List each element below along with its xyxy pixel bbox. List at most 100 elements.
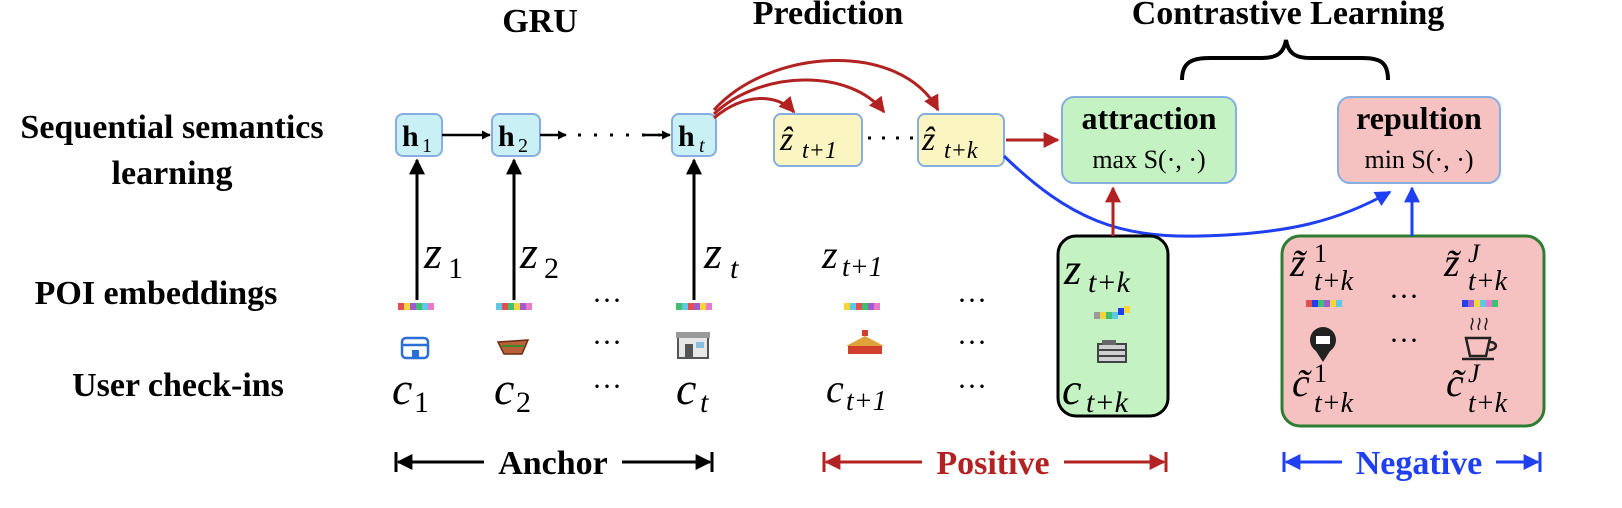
ellipsis-emb-anchor: ··· — [592, 284, 622, 317]
svg-text:1: 1 — [448, 252, 463, 285]
svg-text:ẑ: ẑ — [921, 121, 936, 158]
positive-label: Positive — [936, 445, 1049, 482]
embedding-z1: z 1 — [423, 227, 463, 285]
svg-text:t+k: t+k — [1086, 386, 1129, 419]
hidden-state-h1: h 1 — [395, 113, 443, 157]
svg-text:t+k: t+k — [1314, 266, 1354, 297]
header-contrastive-learning: Contrastive Learning — [1132, 0, 1445, 32]
ellipsis-emb-positive: ··· — [957, 284, 987, 317]
svg-text:t+k: t+k — [1468, 388, 1508, 419]
shop-icon — [400, 336, 430, 360]
checkin-c2: c 2 — [494, 363, 531, 419]
coffee-cup-icon — [1462, 317, 1498, 361]
svg-text:1: 1 — [422, 135, 432, 157]
repulsion-box: repultion min S(·, ·) — [1337, 96, 1501, 184]
checkin-cneg1: c̃ 1 t+k — [1292, 359, 1354, 419]
embedding-z2: z 2 — [519, 227, 559, 285]
header-gru: GRU — [502, 3, 578, 40]
svg-text:z: z — [423, 227, 442, 278]
store-icon — [676, 332, 710, 359]
negative-bracket: Negative — [1282, 445, 1542, 482]
svg-text:t+1: t+1 — [842, 252, 883, 283]
header-prediction: Prediction — [753, 0, 904, 32]
svg-text:t+k: t+k — [1088, 266, 1131, 299]
negative-sample-box: z̃ 1 t+k z̃ J t+k ··· ··· c̃ — [1280, 234, 1546, 428]
svg-text:t: t — [730, 252, 739, 285]
svg-text:2: 2 — [544, 252, 559, 285]
row-label-user-checkins: User check-ins — [72, 367, 284, 404]
checkin-c1: c 1 — [392, 363, 429, 419]
prediction-curve-1 — [713, 95, 796, 120]
building-icon — [1097, 340, 1127, 363]
prediction-zhat-tk: ẑ t+k — [917, 113, 1005, 167]
positive-bracket: Positive — [822, 445, 1168, 482]
svg-text:z: z — [703, 227, 722, 278]
prediction-curve-2 — [712, 78, 886, 116]
checkin-ctk: c — [1062, 365, 1082, 414]
svg-text:z̃: z̃ — [1443, 240, 1461, 285]
svg-text:h: h — [402, 120, 419, 153]
ellipsis-checkin-anchor: ··· — [592, 370, 622, 403]
svg-text:2: 2 — [516, 386, 531, 419]
svg-text:t+1: t+1 — [802, 138, 837, 164]
embedding-zt1: z t+1 — [821, 232, 883, 283]
svg-text:t+1: t+1 — [846, 386, 887, 417]
row-label-sequential-line1: Sequential semantics — [20, 109, 323, 146]
svg-text:c: c — [494, 363, 514, 414]
zhat-to-repulsion-arrow — [1002, 154, 1392, 238]
svg-text:t: t — [699, 135, 705, 157]
embedding-bar-2 — [496, 303, 532, 310]
svg-text:c: c — [392, 363, 412, 414]
attraction-title: attraction — [1081, 100, 1216, 136]
embedding-bar-t1 — [844, 303, 880, 310]
svg-text:J: J — [1468, 359, 1481, 388]
repulsion-formula: min S(·, ·) — [1364, 145, 1473, 174]
svg-text:h: h — [498, 120, 515, 153]
embedding-ztk: z — [1063, 245, 1081, 294]
attraction-box: attraction max S(·, ·) — [1061, 96, 1237, 184]
hidden-state-ht: h t — [671, 113, 717, 157]
svg-text:J: J — [1468, 239, 1481, 268]
food-icon — [496, 339, 530, 355]
negative-label: Negative — [1356, 445, 1483, 482]
ellipsis-icon-negative: ··· — [1389, 324, 1419, 357]
svg-text:h: h — [678, 120, 695, 153]
prediction-curve-3 — [712, 59, 940, 112]
ellipsis-icon-positive: ··· — [957, 326, 987, 359]
svg-text:c̃: c̃ — [1292, 360, 1312, 405]
location-pin-icon — [1310, 327, 1336, 362]
embedding-bar-negJ — [1462, 300, 1498, 307]
prediction-zhat-t1: ẑ t+1 — [773, 113, 863, 167]
svg-text:t: t — [700, 386, 709, 419]
checkin-ct1: c t+1 — [826, 366, 887, 417]
svg-text:t+k: t+k — [944, 138, 978, 164]
row-label-sequential-line2: learning — [112, 155, 233, 192]
ellipsis-emb-negative: ··· — [1389, 280, 1419, 313]
checkin-cnegJ: c̃ J t+k — [1446, 359, 1508, 419]
checkin-ct: c t — [676, 363, 709, 419]
svg-text:1: 1 — [414, 386, 429, 419]
svg-text:z̃: z̃ — [1289, 240, 1307, 285]
svg-text:ẑ: ẑ — [779, 121, 794, 158]
hidden-state-h2: h 2 — [491, 113, 541, 157]
svg-text:1: 1 — [1314, 359, 1327, 388]
positive-sample-box: z t+k c t+k — [1056, 234, 1170, 419]
contrastive-brace — [1180, 39, 1390, 81]
embedding-bar-tk — [1094, 306, 1130, 319]
embedding-bar-t — [676, 303, 712, 310]
ellipsis-checkin-positive: ··· — [957, 370, 987, 403]
svg-text:z: z — [519, 227, 538, 278]
embedding-zt: z t — [703, 227, 739, 285]
embedding-bar-1 — [398, 303, 434, 310]
row-label-poi-embeddings: POI embeddings — [35, 275, 278, 312]
anchor-label: Anchor — [498, 445, 608, 482]
repulsion-title: repultion — [1356, 100, 1482, 136]
temple-icon — [846, 330, 884, 354]
svg-text:c: c — [676, 363, 696, 414]
embedding-znegJ: z̃ J t+k — [1443, 239, 1508, 297]
svg-text:z: z — [821, 232, 838, 277]
svg-text:2: 2 — [518, 135, 528, 157]
anchor-bracket: Anchor — [394, 445, 714, 482]
embedding-bar-neg1 — [1306, 300, 1342, 307]
